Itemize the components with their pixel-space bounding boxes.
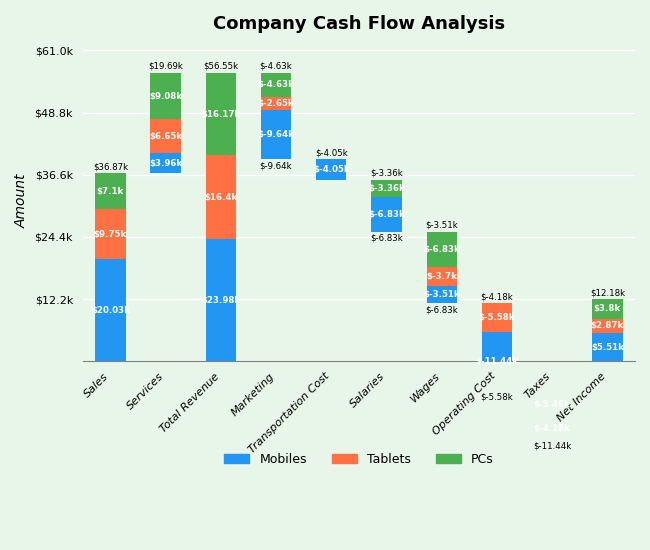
Bar — [371, 197, 402, 232]
Text: $5.51k: $5.51k — [591, 343, 624, 352]
Text: $16.17k: $16.17k — [201, 109, 240, 119]
Text: $-4.05k: $-4.05k — [313, 165, 350, 174]
Bar — [592, 333, 623, 361]
Bar — [95, 259, 125, 361]
Bar — [537, 390, 567, 418]
Text: $-4.18k: $-4.18k — [480, 293, 514, 301]
Bar — [150, 73, 181, 119]
Bar — [95, 173, 125, 210]
Text: $-5.46k: $-5.46k — [534, 400, 571, 409]
Text: $3.8k: $3.8k — [593, 304, 621, 314]
Text: $-5.58k: $-5.58k — [478, 313, 515, 322]
Bar — [205, 73, 236, 156]
Text: $9.75k: $9.75k — [94, 230, 127, 239]
Text: $-3.51k: $-3.51k — [425, 221, 458, 230]
Bar — [261, 97, 291, 110]
Title: Company Cash Flow Analysis: Company Cash Flow Analysis — [213, 15, 505, 33]
Text: $-6.83k: $-6.83k — [370, 234, 403, 243]
Text: $3.96k: $3.96k — [149, 159, 182, 168]
Text: $-11.44k: $-11.44k — [533, 442, 571, 450]
Bar — [95, 210, 125, 259]
Bar — [482, 304, 512, 332]
Text: $-4.05k: $-4.05k — [315, 148, 348, 157]
Text: $19.69k: $19.69k — [148, 62, 183, 71]
Text: $56.55k: $56.55k — [203, 62, 239, 71]
Y-axis label: Amount: Amount — [15, 173, 29, 228]
Bar — [261, 73, 291, 97]
Text: $-6.83k: $-6.83k — [425, 305, 458, 315]
Text: $-6.83k: $-6.83k — [368, 210, 405, 219]
Text: $-5.58k: $-5.58k — [480, 392, 514, 402]
Text: $-4.63k: $-4.63k — [257, 80, 294, 89]
Bar — [426, 232, 457, 267]
Bar — [205, 239, 236, 361]
Text: $16.4k: $16.4k — [204, 192, 237, 202]
Text: $-3.51k: $-3.51k — [423, 290, 460, 299]
Text: $-9.64k: $-9.64k — [257, 130, 294, 139]
Bar — [426, 267, 457, 285]
Text: $7.1k: $7.1k — [97, 187, 124, 196]
Bar — [592, 299, 623, 318]
Bar — [150, 119, 181, 153]
Bar — [426, 285, 457, 304]
Text: $-4.63k: $-4.63k — [260, 62, 292, 71]
Text: $23.98k: $23.98k — [202, 296, 240, 305]
Legend: Mobiles, Tablets, PCs: Mobiles, Tablets, PCs — [219, 448, 499, 471]
Bar — [537, 418, 567, 439]
Text: $12.18k: $12.18k — [590, 288, 625, 297]
Text: $-4.18k: $-4.18k — [534, 424, 571, 433]
Bar — [592, 318, 623, 333]
Bar — [150, 153, 181, 173]
Text: $6.65k: $6.65k — [149, 131, 182, 141]
Text: $-3.36k: $-3.36k — [368, 184, 405, 193]
Text: $2.87k: $2.87k — [591, 321, 624, 331]
Text: $-2.65k: $-2.65k — [257, 99, 294, 108]
Text: $-3.36k: $-3.36k — [370, 169, 403, 178]
Bar — [316, 160, 346, 180]
Text: $36.87k: $36.87k — [93, 162, 128, 171]
Text: $-3.7k: $-3.7k — [426, 272, 457, 280]
Text: $20.03k: $20.03k — [91, 306, 130, 315]
Text: $9.08k: $9.08k — [149, 91, 182, 101]
Text: $-6.83k: $-6.83k — [423, 245, 460, 254]
Bar — [205, 156, 236, 239]
Text: $-11.44k: $-11.44k — [475, 356, 519, 366]
Bar — [371, 180, 402, 197]
Bar — [261, 110, 291, 160]
Text: $-9.64k: $-9.64k — [260, 161, 292, 170]
Bar — [482, 332, 512, 390]
